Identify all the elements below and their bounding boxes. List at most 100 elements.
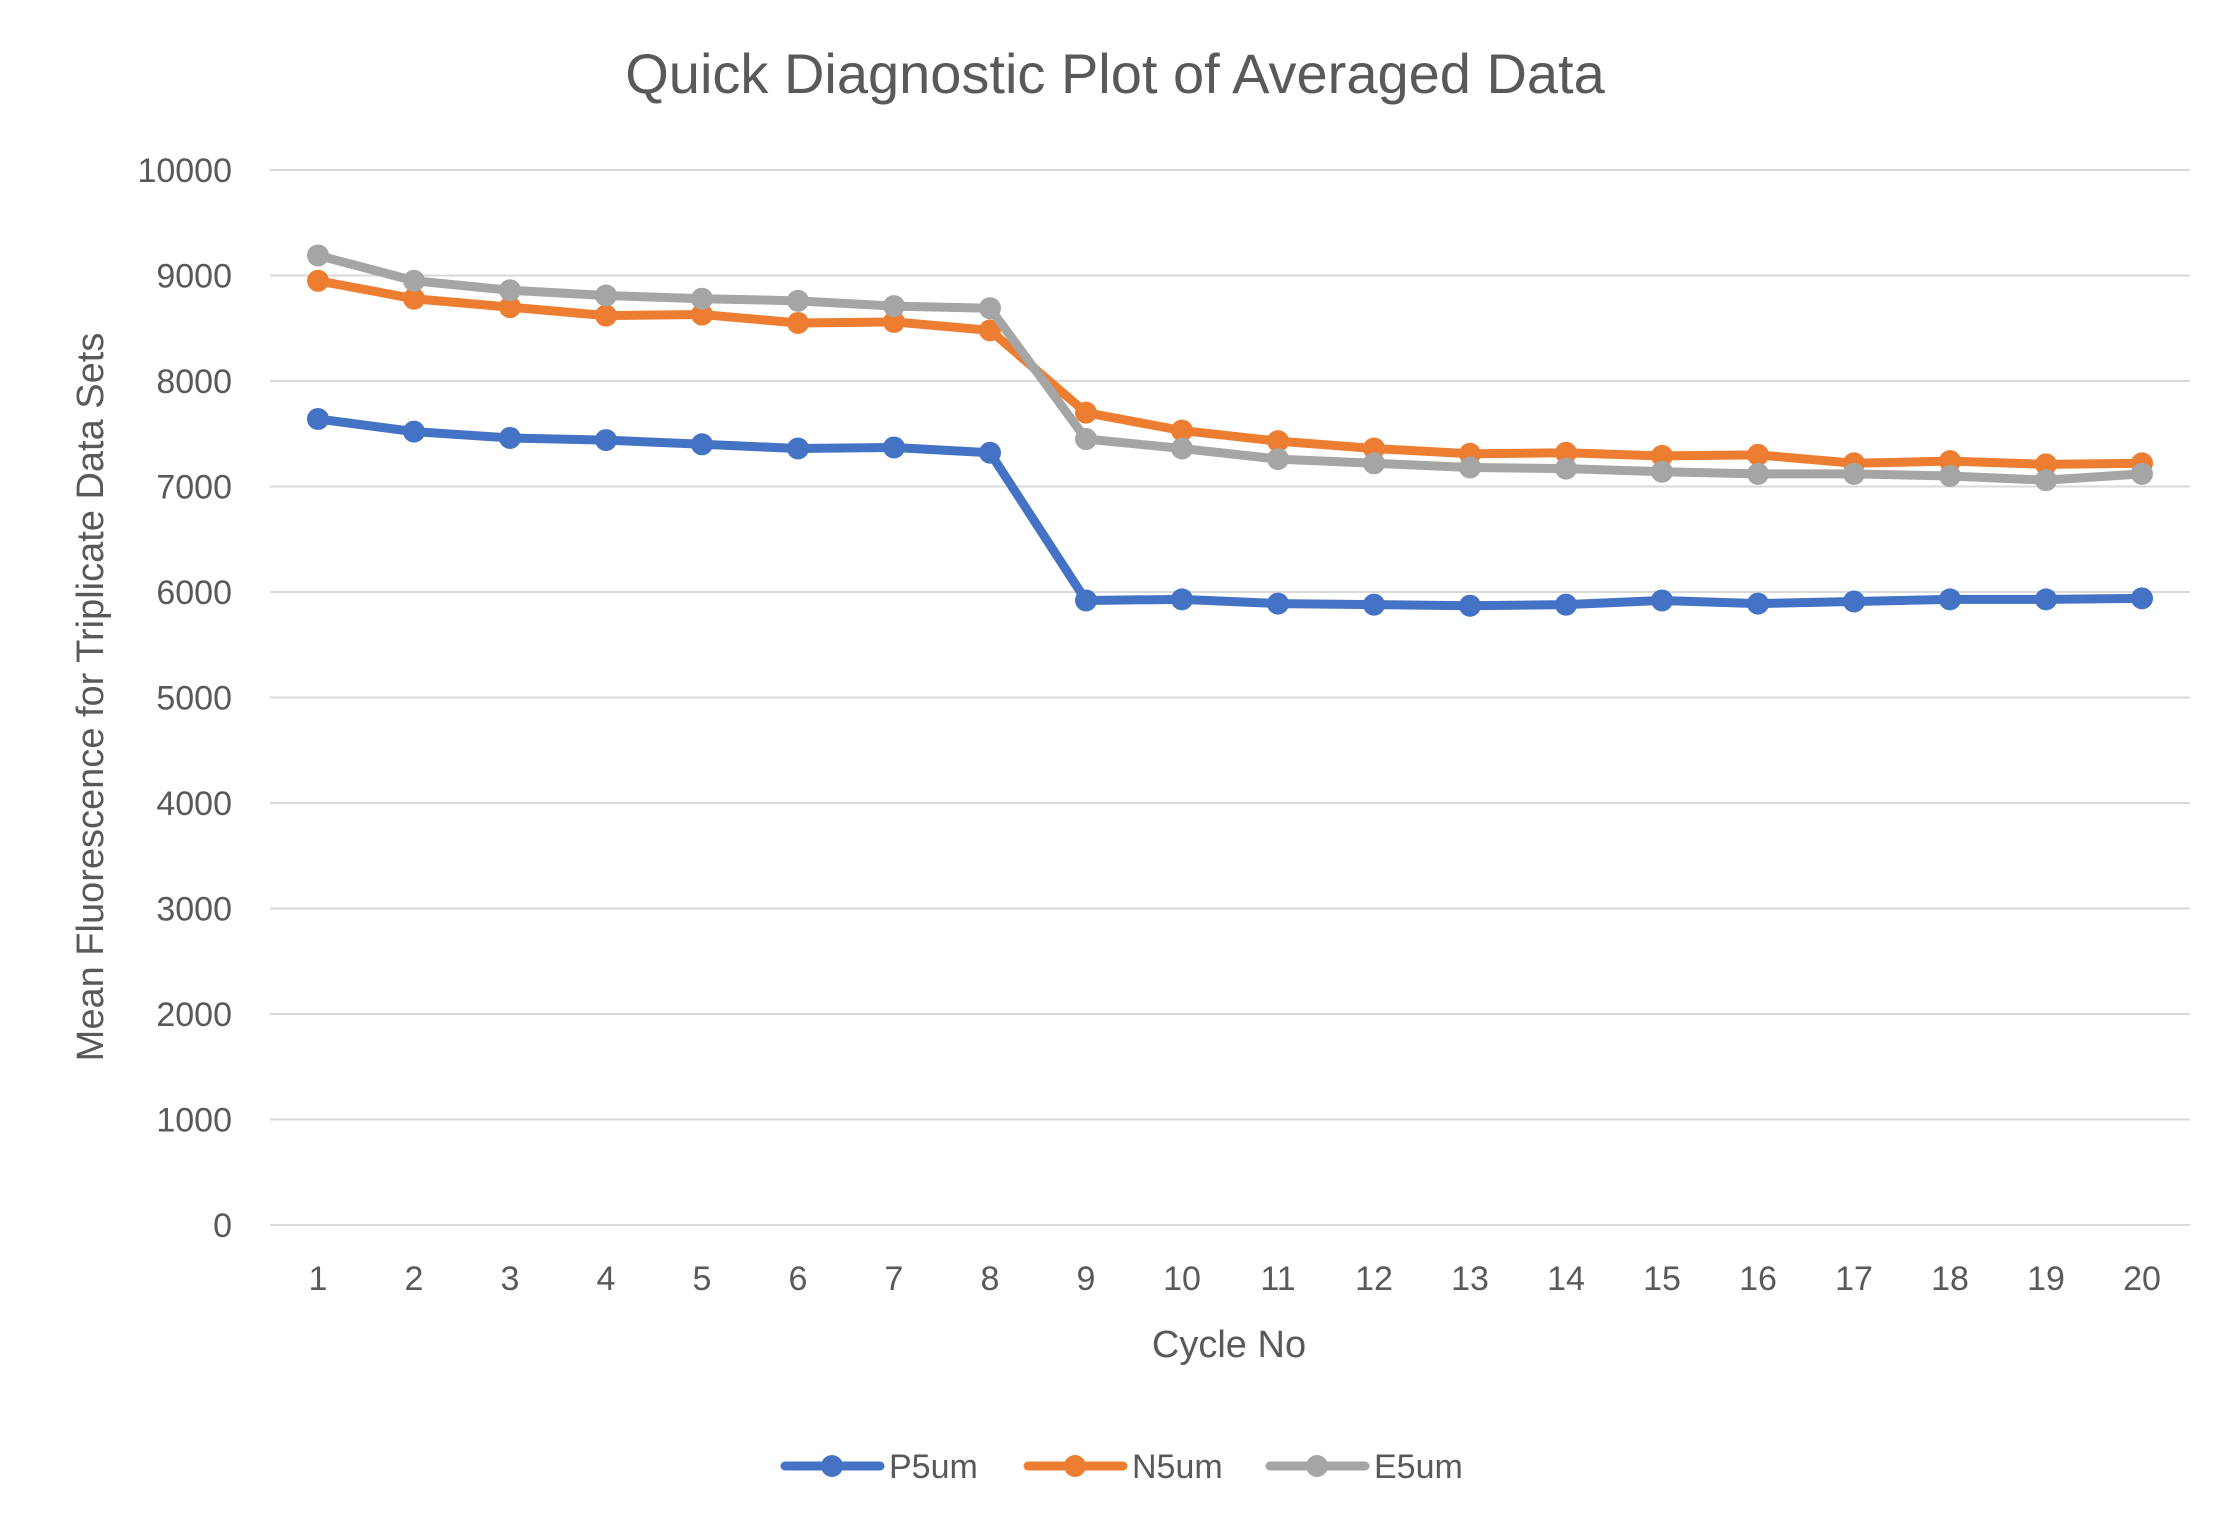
data-point-e5um — [2035, 469, 2057, 492]
x-tick-label: 10 — [1163, 1260, 1201, 1298]
x-tick-label: 6 — [789, 1260, 808, 1298]
series-lines — [307, 244, 2153, 617]
data-point-e5um — [1363, 452, 1385, 475]
y-axis-title: Mean Fluorescence for Triplicate Data Se… — [70, 333, 112, 1062]
data-point-e5um — [1267, 448, 1289, 471]
y-tick-label: 5000 — [156, 680, 232, 718]
data-point-e5um — [1843, 462, 1865, 485]
y-tick-label: 2000 — [156, 996, 232, 1034]
gridlines — [270, 169, 2190, 1226]
series-line-e5um — [313, 250, 2147, 485]
data-point-p5um — [787, 437, 809, 460]
data-point-n5um — [595, 304, 617, 327]
y-axis-tick-labels: 0 1000 2000 3000 4000 5000 6000 7000 8000 9000 100… — [137, 152, 232, 1245]
data-point-e5um — [1171, 437, 1193, 460]
x-tick-label: 18 — [1931, 1260, 1969, 1298]
x-tick-label: 13 — [1451, 1260, 1489, 1298]
data-point-n5um — [1267, 430, 1289, 453]
data-point-p5um — [1651, 589, 1673, 612]
legend-swatch-marker — [821, 1455, 843, 1477]
data-point-p5um — [1459, 594, 1481, 617]
data-point-p5um — [1939, 588, 1961, 611]
legend-label: N5um — [1132, 1448, 1223, 1486]
series-p5um — [307, 407, 2153, 617]
data-point-p5um — [2035, 588, 2057, 611]
y-tick-label: 4000 — [156, 785, 232, 823]
data-point-e5um — [691, 287, 713, 310]
data-point-p5um — [1363, 593, 1385, 616]
data-point-p5um — [1075, 589, 1097, 612]
legend-item-p5um: P5um — [780, 1448, 978, 1486]
data-point-p5um — [1747, 592, 1769, 615]
data-point-p5um — [595, 429, 617, 452]
legend-label: P5um — [889, 1448, 978, 1486]
data-point-n5um — [403, 287, 425, 310]
x-tick-label: 16 — [1739, 1260, 1777, 1298]
data-point-e5um — [2131, 462, 2153, 485]
data-point-n5um — [499, 296, 521, 319]
y-tick-label: 10000 — [137, 152, 232, 190]
x-tick-label: 1 — [309, 1260, 328, 1298]
data-point-n5um — [883, 310, 905, 333]
y-tick-label: 9000 — [156, 258, 232, 296]
data-point-e5um — [307, 244, 329, 267]
data-point-p5um — [307, 407, 329, 430]
x-tick-label: 15 — [1643, 1260, 1681, 1298]
x-axis-title: Cycle No — [1152, 1324, 1306, 1366]
data-point-n5um — [1555, 441, 1577, 464]
legend-swatch-marker — [1064, 1455, 1086, 1477]
x-axis-tick-labels: 1 2 3 4 5 6 7 8 9 10 11 12 13 14 15 16 17 18 19 20 — [309, 1260, 2161, 1298]
y-tick-label: 3000 — [156, 891, 232, 929]
data-point-n5um — [787, 311, 809, 334]
series-line-n5um — [313, 276, 2147, 469]
legend-item-n5um: N5um — [1023, 1448, 1223, 1486]
data-point-e5um — [1747, 462, 1769, 485]
data-point-p5um — [691, 433, 713, 456]
x-tick-label: 7 — [885, 1260, 904, 1298]
data-point-n5um — [307, 269, 329, 292]
data-point-p5um — [499, 426, 521, 449]
x-tick-label: 19 — [2027, 1260, 2065, 1298]
series-line-p5um — [313, 414, 2147, 611]
x-tick-label: 9 — [1077, 1260, 1096, 1298]
data-point-n5um — [691, 303, 713, 326]
y-tick-label: 0 — [213, 1207, 232, 1245]
data-point-e5um — [787, 289, 809, 312]
data-point-e5um — [1555, 457, 1577, 480]
data-point-n5um — [1075, 401, 1097, 424]
legend-item-e5um: E5um — [1265, 1448, 1463, 1486]
data-point-e5um — [1939, 464, 1961, 487]
series-n5um — [307, 269, 2153, 476]
data-point-e5um — [403, 269, 425, 292]
data-point-p5um — [2131, 587, 2153, 610]
x-tick-label: 2 — [405, 1260, 424, 1298]
data-point-n5um — [1747, 443, 1769, 466]
data-point-n5um — [1171, 419, 1193, 442]
legend-label: E5um — [1374, 1448, 1463, 1486]
data-point-e5um — [883, 295, 905, 318]
data-point-p5um — [1267, 592, 1289, 615]
legend-swatch-marker — [1306, 1455, 1328, 1477]
data-point-p5um — [883, 436, 905, 459]
data-point-e5um — [1075, 428, 1097, 451]
x-tick-label: 14 — [1547, 1260, 1585, 1298]
data-point-e5um — [979, 297, 1001, 320]
data-point-p5um — [1555, 593, 1577, 616]
x-tick-label: 5 — [693, 1260, 712, 1298]
x-tick-label: 11 — [1260, 1260, 1295, 1298]
data-point-p5um — [403, 420, 425, 443]
data-point-p5um — [1171, 588, 1193, 611]
x-tick-label: 17 — [1835, 1260, 1873, 1298]
x-tick-label: 12 — [1355, 1260, 1393, 1298]
data-point-e5um — [499, 279, 521, 302]
chart-title: Quick Diagnostic Plot of Averaged Data — [625, 42, 1605, 105]
data-point-p5um — [979, 441, 1001, 464]
y-tick-label: 7000 — [156, 469, 232, 507]
y-tick-label: 6000 — [156, 574, 232, 612]
x-tick-label: 4 — [597, 1260, 616, 1298]
data-point-p5um — [1843, 590, 1865, 613]
data-point-n5um — [2035, 453, 2057, 476]
x-tick-label: 3 — [501, 1260, 520, 1298]
